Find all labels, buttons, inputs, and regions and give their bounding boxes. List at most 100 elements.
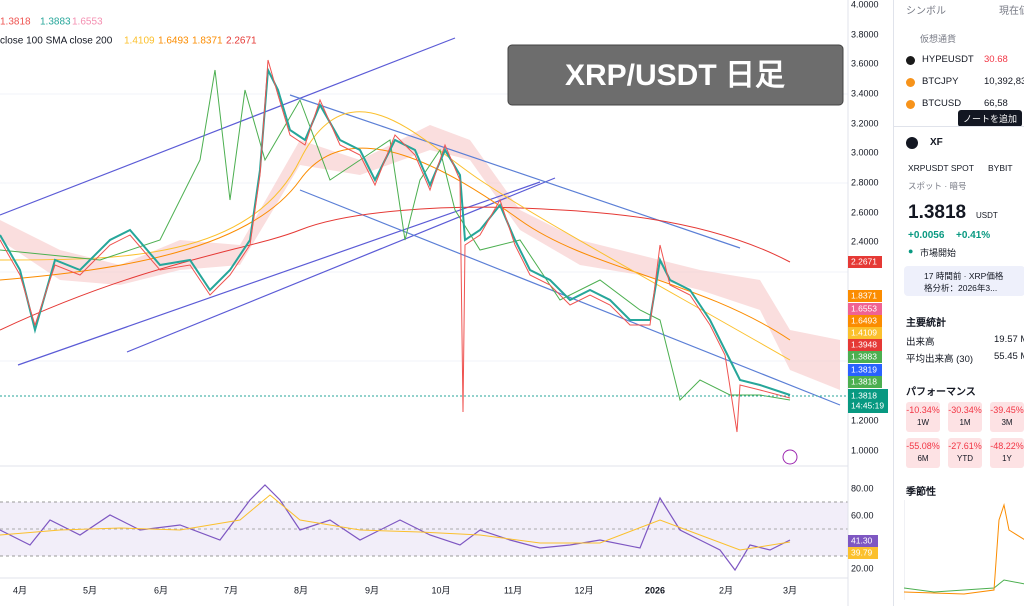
watch-icon [906,78,915,87]
price-label: 2.4000 [851,236,879,246]
perf-cell[interactable]: -10.34% 1W [906,402,940,432]
watch-symbol[interactable]: BTCUSD [922,98,962,109]
currency: USDT [976,211,998,220]
rsi-tag [848,535,878,547]
line [0,37,456,216]
time-label: 6月 [154,585,168,595]
time-label: 2026 [645,585,665,595]
price-tag [848,327,882,339]
banner [507,44,844,106]
legend-label: close 100 SMA close 200 [0,36,113,47]
price-label: 3.4000 [851,88,879,98]
perf-period: YTD [957,454,973,463]
path [0,147,791,341]
perf-value: -55.08% [906,441,940,451]
news-time: 17 時間前 · XRP価格 [924,271,1004,281]
price-tag-text: 1.3948 [851,339,877,349]
season-chart [904,500,1024,600]
path [0,69,791,401]
rsi-label: 80.00 [851,483,874,493]
line [289,94,741,249]
perf-cell[interactable]: -48.22% 1Y [990,438,1024,468]
event-icon[interactable] [782,449,798,465]
rsi-tag-text: 39.79 [851,547,873,557]
section-title: 仮想通貨 [920,34,957,44]
price: 1.3818 [908,202,967,223]
legend-value: 1.6493 [158,36,189,47]
watch-symbol[interactable]: BTCJPY [922,76,959,87]
time-label: 12月 [574,585,593,595]
watch-price: 10,392,83 [984,76,1024,87]
change: +0.0056 [908,230,945,241]
legend-value: 1.6553 [72,17,103,28]
rsi-tag-text: 41.30 [851,535,873,545]
stat-label: 平均出来高 (30) [906,354,974,365]
countdown: 14:45:19 [851,400,884,410]
price-tag [848,376,882,388]
price-label: 1.2000 [851,415,879,425]
price-label: 1.0000 [851,445,879,455]
watch-icon [906,56,915,65]
price-line-down [0,59,791,433]
pair: XRPUSDT SPOT [908,163,974,173]
change-pct: +0.41% [956,230,991,241]
legend-value: 1.3818 [0,17,31,28]
perf-value: -48.22% [990,441,1024,451]
perf-cell[interactable]: -27.61% YTD [948,438,982,468]
perf-cell[interactable]: -39.45% 3M [990,402,1024,432]
price-tag [848,290,882,302]
chart: 1.3818 1.3883 1.6553 close 100 SMA close… [0,0,888,606]
price-label: 4.0000 [851,0,879,9]
time-label: 9月 [365,585,379,595]
perf-value: -10.34% [906,405,940,415]
banner-text: XRP/USDT 日足 [565,59,785,92]
perf-period: 6M [917,454,929,463]
price-line [0,66,791,396]
ticker-icon [906,137,918,149]
rsi-ma [0,494,791,551]
perf-period: 1M [959,418,971,427]
price-tag-text: 1.3819 [851,364,877,374]
price-tag [848,351,882,363]
stats-title: 主要統計 [906,318,946,329]
perf-period: 3M [1001,418,1013,427]
perf-cell[interactable]: -55.08% 6M [906,438,940,468]
stat-label: 出来高 [906,337,935,348]
watch-price: 30.68 [984,54,1008,65]
polyline [904,579,1024,593]
right-panel: シンボル 現在値 仮想通貨 HYPEUSDT 30.68 BTCJPY 10,392,… [893,0,1024,606]
ichimoku-cloud [0,125,840,390]
price-label: 3.8000 [851,29,879,39]
time-label: 5月 [83,585,97,595]
market-dot: ● [908,246,914,256]
polyline [904,503,1024,595]
exchange: BYBIT [988,163,1013,173]
perf-cell[interactable]: -30.34% 1M [948,402,982,432]
last-price: 1.3818 [851,390,877,400]
legend-value: 1.3883 [40,17,71,28]
price-label: 3.0000 [851,147,879,157]
price-tag-text: 1.6493 [851,315,877,325]
last-price-tag [848,389,888,413]
legend-value: 1.4109 [124,36,155,47]
watch-symbol[interactable]: HYPEUSDT [922,54,974,65]
perf-value: -27.61% [948,441,982,451]
line [299,189,841,406]
perf-value: -30.34% [948,405,982,415]
price-tag [848,256,882,268]
price-tag-text: 1.6553 [851,303,877,313]
price-tag [848,303,882,315]
time-label: 8月 [294,585,308,595]
perf-title: パフォーマンス [906,387,976,398]
time-label: 7月 [224,585,238,595]
time-label: 2月 [719,585,733,595]
time-label: 10月 [431,585,450,595]
watch-icon [906,100,915,109]
rsi-label: 60.00 [851,510,874,520]
time-label: 3月 [783,585,797,595]
divider [894,126,1024,127]
news-box[interactable] [904,266,1024,296]
stat-value: 55.45 M [994,351,1024,362]
price-tag-text: 2.2671 [851,256,877,266]
